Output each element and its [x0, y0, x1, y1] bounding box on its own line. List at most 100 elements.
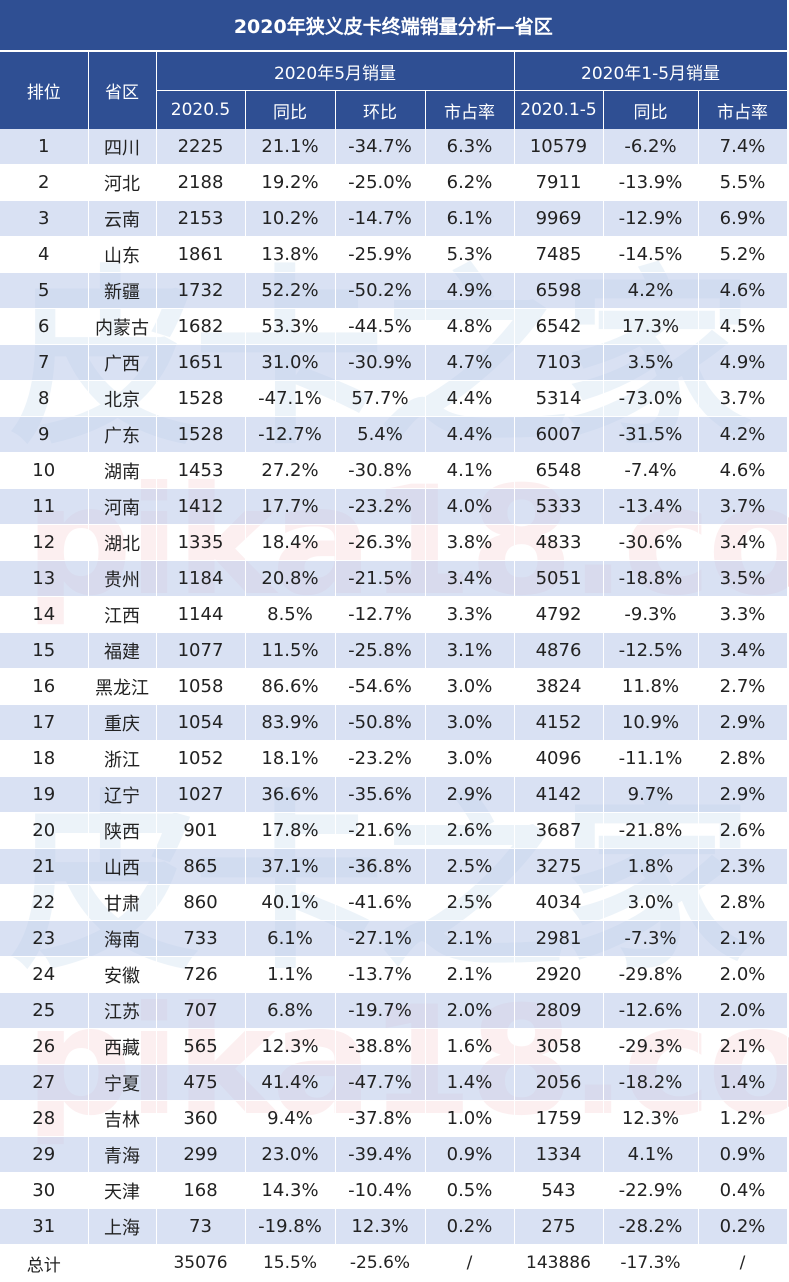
cell-yoy: 10.2% — [245, 200, 336, 237]
cell-province: 福建 — [88, 632, 157, 669]
cell-ytd-share: 3.4% — [698, 632, 788, 669]
cell-mom: -19.7% — [335, 992, 426, 1029]
header-mom: 环比 — [335, 90, 426, 129]
cell-ytd-share: 0.9% — [698, 1136, 788, 1173]
table-row: 4 山东 1861 13.8% -25.9% 5.3% 7485 -14.5% 5.2% — [0, 236, 788, 273]
cell-share: 3.1% — [425, 632, 515, 669]
table-row: 24 安徽 726 1.1% -13.7% 2.1% 2920 -29.8% 2.0% — [0, 956, 788, 993]
cell-may: 1144 — [156, 596, 246, 633]
cell-yoy: 12.3% — [245, 1028, 336, 1065]
cell-may: 865 — [156, 848, 246, 885]
cell-mom: -10.4% — [335, 1172, 426, 1209]
cell-province: 贵州 — [88, 560, 157, 597]
cell-province: 云南 — [88, 200, 157, 237]
table-row: 15 福建 1077 11.5% -25.8% 3.1% 4876 -12.5% 3.4% — [0, 632, 788, 669]
cell-yoy: 53.3% — [245, 308, 336, 345]
cell-share: 2.0% — [425, 992, 515, 1029]
cell-ytd-yoy: -7.3% — [603, 920, 699, 957]
cell-yoy: 21.1% — [245, 129, 336, 165]
cell-yoy: 23.0% — [245, 1136, 336, 1173]
table-row: 29 青海 299 23.0% -39.4% 0.9% 1334 4.1% 0.9% — [0, 1136, 788, 1173]
cell-mom: 57.7% — [335, 380, 426, 417]
cell-rank: 11 — [0, 488, 89, 525]
cell-rank: 16 — [0, 668, 89, 705]
cell-ytd-share: 3.7% — [698, 380, 788, 417]
cell-rank: 29 — [0, 1136, 89, 1173]
cell-ytd-yoy: -13.4% — [603, 488, 699, 525]
header-ytd: 2020.1-5 — [514, 90, 604, 129]
cell-province: 甘肃 — [88, 884, 157, 921]
total-province — [88, 1244, 157, 1281]
cell-mom: -23.2% — [335, 488, 426, 525]
cell-ytd-yoy: -11.1% — [603, 740, 699, 777]
cell-yoy: 37.1% — [245, 848, 336, 885]
cell-province: 陕西 — [88, 812, 157, 849]
cell-ytd-yoy: -28.2% — [603, 1208, 699, 1245]
cell-province: 四川 — [88, 129, 157, 165]
cell-province: 湖北 — [88, 524, 157, 561]
cell-province: 新疆 — [88, 272, 157, 309]
cell-ytd-yoy: -29.8% — [603, 956, 699, 993]
cell-ytd-yoy: 11.8% — [603, 668, 699, 705]
cell-province: 上海 — [88, 1208, 157, 1245]
table-row: 17 重庆 1054 83.9% -50.8% 3.0% 4152 10.9% 2.9% — [0, 704, 788, 741]
cell-rank: 30 — [0, 1172, 89, 1209]
table-row: 19 辽宁 1027 36.6% -35.6% 2.9% 4142 9.7% 2.9% — [0, 776, 788, 813]
table-row: 7 广西 1651 31.0% -30.9% 4.7% 7103 3.5% 4.9% — [0, 344, 788, 381]
cell-ytd-yoy: -7.4% — [603, 452, 699, 489]
cell-share: 1.0% — [425, 1100, 515, 1137]
cell-may: 726 — [156, 956, 246, 993]
cell-rank: 25 — [0, 992, 89, 1029]
cell-share: 2.5% — [425, 848, 515, 885]
cell-yoy: 86.6% — [245, 668, 336, 705]
header-rank: 排位 — [0, 51, 89, 129]
table-row: 3 云南 2153 10.2% -14.7% 6.1% 9969 -12.9% 6.9% — [0, 200, 788, 237]
cell-mom: -14.7% — [335, 200, 426, 237]
cell-mom: -54.6% — [335, 668, 426, 705]
cell-yoy: 20.8% — [245, 560, 336, 597]
total-yoy: 15.5% — [245, 1244, 336, 1281]
cell-rank: 4 — [0, 236, 89, 273]
cell-ytd-share: 2.7% — [698, 668, 788, 705]
cell-ytd-yoy: -12.9% — [603, 200, 699, 237]
cell-ytd-yoy: -29.3% — [603, 1028, 699, 1065]
cell-ytd-share: 3.3% — [698, 596, 788, 633]
cell-yoy: 52.2% — [245, 272, 336, 309]
cell-yoy: 8.5% — [245, 596, 336, 633]
cell-share: 0.2% — [425, 1208, 515, 1245]
cell-may: 1058 — [156, 668, 246, 705]
cell-mom: -50.8% — [335, 704, 426, 741]
cell-yoy: 6.1% — [245, 920, 336, 957]
table-row: 11 河南 1412 17.7% -23.2% 4.0% 5333 -13.4% 3.7% — [0, 488, 788, 525]
cell-rank: 8 — [0, 380, 89, 417]
cell-ytd: 9969 — [514, 200, 604, 237]
cell-ytd: 2809 — [514, 992, 604, 1029]
cell-may: 1651 — [156, 344, 246, 381]
cell-rank: 12 — [0, 524, 89, 561]
table-row: 9 广东 1528 -12.7% 5.4% 4.4% 6007 -31.5% 4.2% — [0, 416, 788, 453]
cell-ytd: 5051 — [514, 560, 604, 597]
cell-share: 2.6% — [425, 812, 515, 849]
cell-mom: -30.9% — [335, 344, 426, 381]
cell-mom: -36.8% — [335, 848, 426, 885]
cell-mom: -25.9% — [335, 236, 426, 273]
cell-ytd: 3058 — [514, 1028, 604, 1065]
cell-province: 辽宁 — [88, 776, 157, 813]
table-row: 28 吉林 360 9.4% -37.8% 1.0% 1759 12.3% 1.2% — [0, 1100, 788, 1137]
cell-ytd: 1759 — [514, 1100, 604, 1137]
cell-yoy: 14.3% — [245, 1172, 336, 1209]
cell-ytd-share: 2.9% — [698, 776, 788, 813]
cell-may: 1861 — [156, 236, 246, 273]
cell-ytd-share: 2.6% — [698, 812, 788, 849]
cell-rank: 6 — [0, 308, 89, 345]
total-ytd: 143886 — [514, 1244, 604, 1281]
total-share: / — [425, 1244, 515, 1281]
cell-mom: -34.7% — [335, 129, 426, 165]
cell-yoy: 36.6% — [245, 776, 336, 813]
cell-ytd-share: 2.0% — [698, 992, 788, 1029]
cell-ytd-share: 2.1% — [698, 1028, 788, 1065]
cell-ytd: 4096 — [514, 740, 604, 777]
cell-may: 1528 — [156, 416, 246, 453]
cell-province: 江苏 — [88, 992, 157, 1029]
cell-province: 湖南 — [88, 452, 157, 489]
